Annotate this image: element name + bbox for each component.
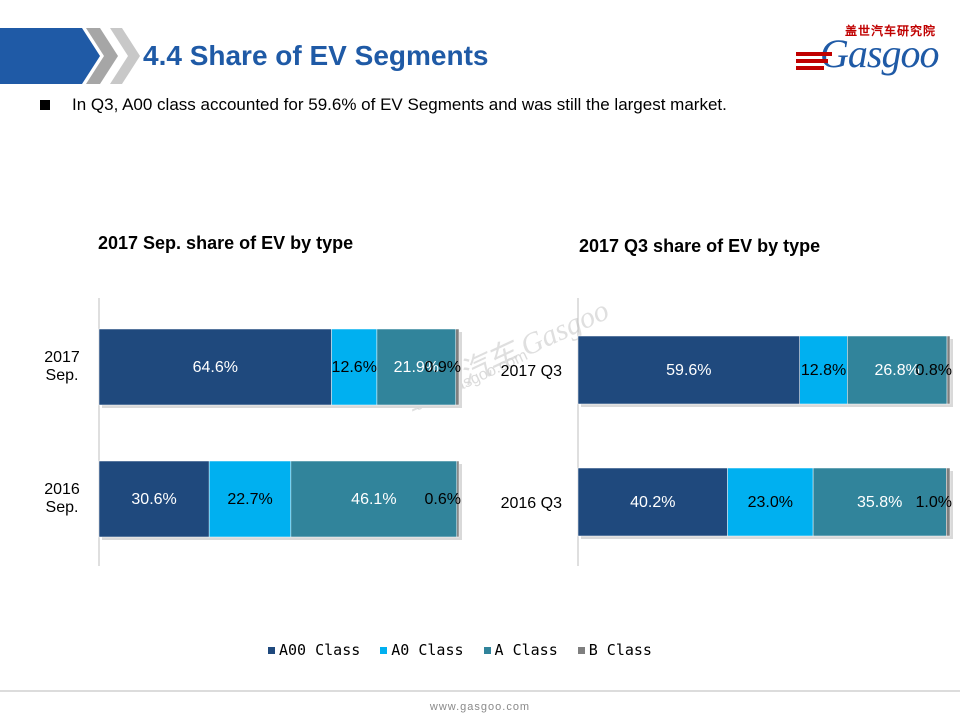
title-chevron-2 [110, 28, 140, 84]
chart-2-data-label: 59.6% [666, 362, 711, 379]
legend-item: A00 Class [268, 641, 360, 659]
legend-label: A0 Class [391, 641, 464, 659]
title-bar [0, 28, 100, 84]
logo-wordmark: Gasgoo [820, 31, 939, 76]
chart-2-category-label: 2017 Q3 [501, 363, 562, 380]
chart-2-data-label: 0.8% [916, 362, 952, 379]
chart-2-bar-b-class-2 [946, 467, 951, 537]
legend-swatch [577, 646, 585, 654]
chart-1-data-label: 0.9% [425, 359, 461, 376]
chart-2-bar-a0-class-1 [799, 335, 848, 405]
legend-swatch [380, 646, 388, 654]
chart-2-bar-a-class-2 [812, 467, 947, 537]
chart-1-data-label: 21.9% [394, 359, 439, 376]
chart-2-data-label: 35.8% [857, 494, 902, 511]
chart-1-bar-b-class-1 [455, 328, 460, 406]
title-chevron-1 [86, 28, 118, 84]
bullet-text: In Q3, A00 class accounted for 59.6% of … [72, 95, 727, 114]
chart-legend: A00 Class A0 Class A Class B Class [268, 641, 652, 659]
legend-label: A Class [494, 641, 558, 659]
legend-item: A0 Class [380, 641, 464, 659]
legend-swatch [268, 646, 275, 654]
chart-1-data-label: 22.7% [227, 491, 272, 508]
chart-1-category-label: 2016 [44, 481, 80, 498]
chart-1-bar-a0-class-1 [331, 328, 378, 406]
chart-2-title: 2017 Q3 share of EV by type [579, 236, 821, 256]
chart-1-data-label: 12.6% [332, 359, 377, 376]
chart-1-category-label: Sep. [46, 499, 79, 516]
chart-1-category-label: 2017 [44, 349, 80, 366]
footer-url: www.gasgoo.com [429, 701, 531, 713]
chart-2-bar-a-class-1 [847, 335, 948, 405]
legend-item: A Class [483, 641, 558, 659]
legend-label: A00 Class [279, 641, 361, 659]
chart-1-data-label: 64.6% [193, 359, 238, 376]
chart-1-bar-a-class-2 [290, 460, 458, 538]
chart-2-bar-a00-class-1 [577, 335, 800, 405]
chart-2-data-label: 23.0% [748, 494, 793, 511]
chart-2-bar-b-class-1 [946, 335, 951, 405]
chart-1-bar-a00-class-1 [98, 328, 332, 406]
footer-divider [0, 690, 960, 692]
logo-chinese-text: 盖世汽车研究院 [845, 24, 937, 38]
legend-item: B Class [577, 641, 652, 659]
chart-2-data-label: 26.8% [874, 362, 919, 379]
bullet-square-icon [40, 100, 50, 110]
chart-1-bar-a-class-1 [376, 328, 457, 406]
bullet-point: In Q3, A00 class accounted for 59.6% of … [40, 95, 727, 115]
chart-2-data-label: 12.8% [801, 362, 846, 379]
chart-1-bar-a0-class-2 [208, 460, 292, 538]
chart-1-title: 2017 Sep. share of EV by type [98, 233, 354, 253]
chart-1-data-label: 46.1% [351, 491, 396, 508]
chart-2-bar-a0-class-2 [727, 467, 814, 537]
chart-1-category-label: Sep. [46, 367, 79, 384]
page-title: 4.4 Share of EV Segments [143, 40, 489, 71]
chart-1-data-label: 0.6% [425, 491, 461, 508]
chart-2-category-label: 2016 Q3 [501, 495, 562, 512]
chart-1-bar-a00-class-2 [98, 460, 210, 538]
chart-1-bar-b-class-2 [456, 460, 460, 538]
chart-2-data-label: 1.0% [916, 494, 952, 511]
chart-2-bar-a00-class-2 [577, 467, 728, 537]
chart-1-data-label: 30.6% [131, 491, 176, 508]
legend-swatch [483, 646, 491, 654]
chart-2-data-label: 40.2% [630, 494, 675, 511]
legend-label: B Class [588, 641, 652, 659]
